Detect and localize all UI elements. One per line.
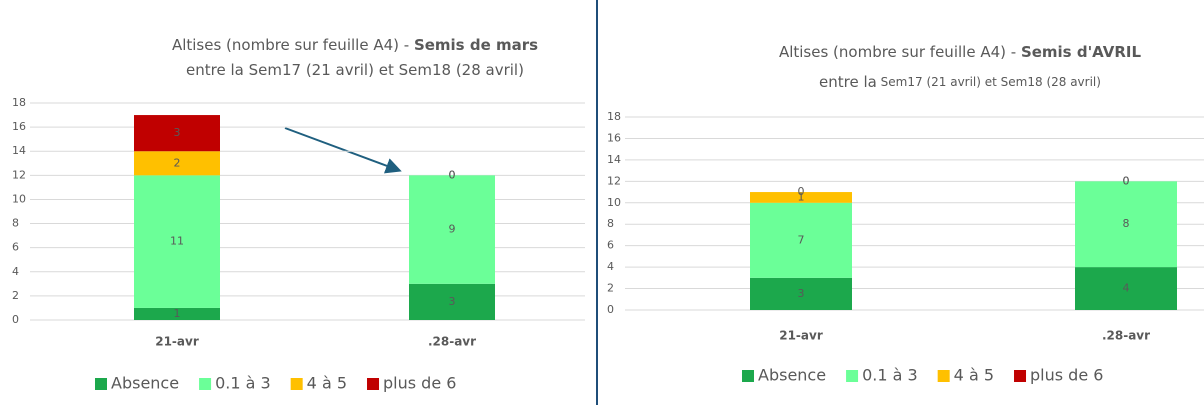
bar-segment [134, 151, 220, 176]
y-tick-label: 2 [12, 289, 19, 302]
y-tick-label: 10 [607, 196, 621, 209]
x-tick-label: .28-avr [428, 335, 476, 349]
chart-subtitle: entre la Sem17 (21 avril) et Sem18 (28 a… [819, 73, 1101, 91]
y-tick-label: 14 [12, 144, 26, 157]
legend-swatch [290, 378, 303, 390]
bar-segment [1075, 267, 1177, 310]
bar-segment [750, 192, 852, 203]
y-tick-label: 18 [12, 96, 26, 109]
text-part: Altises (nombre sur feuille A4) - [779, 43, 1021, 61]
data-label: 0 [1123, 174, 1130, 187]
bar-segment [409, 175, 495, 284]
legend-label: Absence [758, 366, 826, 385]
legend-swatch [95, 378, 107, 390]
legend-swatch [937, 370, 950, 382]
bar-segment [409, 283, 495, 320]
legend-label: plus de 6 [383, 374, 456, 393]
data-label: 0 [1123, 174, 1130, 187]
legend-label: 4 à 5 [954, 366, 994, 385]
legend-swatch [846, 370, 859, 382]
chart-title: Altises (nombre sur feuille A4) - Semis … [779, 43, 1142, 61]
y-tick-label: 2 [607, 282, 614, 295]
x-tick-label: .28-avr [1102, 329, 1150, 343]
text-part: Semis d'AVRIL [1021, 43, 1142, 61]
legend-swatch [367, 378, 380, 390]
text-part: entre la Sem17 (21 avril) et Sem18 (28 a… [186, 61, 524, 79]
y-tick-label: 12 [607, 174, 621, 187]
legend-label: Absence [111, 374, 179, 393]
y-tick-label: 18 [607, 110, 621, 123]
data-label: 0 [449, 168, 456, 181]
y-tick-label: 6 [12, 241, 19, 254]
bar-segment [1075, 181, 1177, 268]
y-tick-label: 8 [607, 217, 614, 230]
legend-label: plus de 6 [1030, 366, 1103, 385]
legend-label: 0.1 à 3 [215, 374, 271, 393]
y-tick-label: 16 [607, 131, 621, 144]
y-tick-label: 0 [607, 303, 614, 316]
chart-title: Altises (nombre sur feuille A4) - Semis … [172, 36, 538, 54]
data-label: 9 [449, 223, 456, 236]
data-label: 4 [1123, 282, 1130, 295]
data-label: 0 [798, 185, 805, 198]
bar-segment [134, 175, 220, 308]
legend-swatch [1014, 370, 1027, 382]
y-tick-label: 6 [607, 239, 614, 252]
data-label: 8 [1123, 217, 1130, 230]
y-tick-label: 14 [607, 153, 621, 166]
data-label: 3 [174, 126, 181, 139]
text-part: entre la [819, 73, 877, 91]
data-label: 11 [170, 235, 184, 248]
legend-label: 0.1 à 3 [862, 366, 918, 385]
y-tick-label: 16 [12, 120, 26, 133]
data-label: 2 [174, 156, 181, 169]
x-tick-label: 21-avr [155, 335, 199, 349]
data-label: 3 [449, 295, 456, 308]
data-label: 1 [174, 307, 181, 320]
data-label: 3 [798, 287, 805, 300]
data-label: 1 [798, 190, 805, 203]
data-label: 7 [798, 233, 805, 246]
arrow [284, 127, 402, 174]
bar-segment [134, 115, 220, 152]
legend-swatch [199, 378, 212, 390]
bar-segment [750, 277, 852, 310]
y-tick-label: 4 [607, 260, 614, 273]
y-tick-label: 10 [12, 192, 26, 205]
x-tick-label: 21-avr [779, 329, 823, 343]
text-part: Altises (nombre sur feuille A4) - [172, 36, 414, 54]
y-tick-label: 8 [12, 217, 19, 230]
chart-subtitle: entre la Sem17 (21 avril) et Sem18 (28 a… [186, 61, 524, 79]
y-tick-label: 4 [12, 265, 19, 278]
bar-segment [750, 202, 852, 278]
text-part: Sem17 (21 avril) et Sem18 (28 avril) [877, 75, 1101, 89]
bar-segment [134, 307, 220, 320]
y-tick-label: 0 [12, 313, 19, 326]
data-label: 0 [449, 168, 456, 181]
text-part: Semis de mars [414, 36, 538, 54]
y-tick-label: 12 [12, 168, 26, 181]
legend-label: 4 à 5 [307, 374, 347, 393]
legend-swatch [742, 370, 754, 382]
